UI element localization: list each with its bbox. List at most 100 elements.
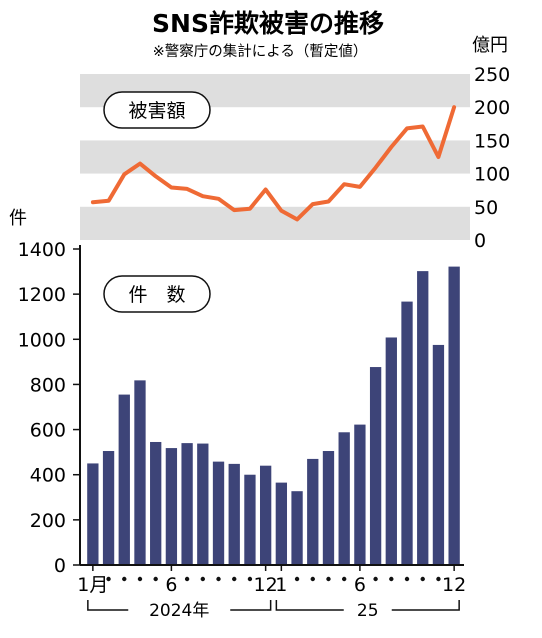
- x-month-dot: [389, 576, 394, 582]
- year-bracket-left: [87, 600, 129, 611]
- count-bar: [354, 424, 366, 565]
- chart-title: SNS詐欺被害の推移: [152, 9, 384, 38]
- x-month-dot: [153, 576, 158, 582]
- x-axis-dots: [106, 576, 441, 582]
- grid-band: [80, 206, 470, 240]
- grid-band: [80, 140, 470, 174]
- damage-point: [139, 163, 141, 165]
- damage-point: [233, 209, 235, 211]
- count-y-tick-label: 800: [30, 374, 66, 396]
- count-y-tick-label: 200: [30, 510, 66, 532]
- x-month-dot: [341, 576, 347, 582]
- count-bar: [385, 337, 397, 565]
- count-series-label: 件 数: [103, 275, 211, 313]
- chart-subtitle: ※警察庁の集計による（暫定値）: [153, 42, 368, 60]
- damage-point: [186, 188, 188, 190]
- x-month-dot: [200, 576, 206, 582]
- damage-point: [217, 198, 220, 200]
- damage-point: [375, 167, 377, 169]
- x-month-dot: [373, 576, 378, 582]
- count-bar: [369, 367, 382, 565]
- count-y-tick-label: 1000: [18, 329, 66, 351]
- damage-point: [170, 186, 172, 189]
- x-month-dot: [436, 576, 441, 582]
- count-bar: [448, 266, 460, 565]
- damage-point: [359, 186, 361, 188]
- count-y-tick-label: 0: [54, 555, 66, 577]
- count-bar: [338, 432, 350, 565]
- count-bar: [102, 451, 115, 565]
- year-bracket-right: [391, 600, 460, 611]
- count-bar: [181, 443, 193, 565]
- count-bar: [165, 448, 178, 565]
- damage-point: [155, 175, 157, 177]
- x-month-dot: [216, 576, 221, 582]
- damage-point: [202, 195, 204, 197]
- count-bar: [134, 380, 146, 565]
- damage-point: [249, 208, 251, 210]
- count-y-tick-label: 1200: [18, 284, 66, 306]
- x-month-dot: [404, 576, 410, 582]
- damage-point: [296, 218, 298, 221]
- x-tick-label: 1: [275, 574, 287, 596]
- damage-y-axis: 250 200 150 100 50 0: [474, 64, 510, 252]
- count-bar: [244, 474, 256, 565]
- damage-point: [327, 200, 330, 203]
- x-month-dot: [232, 576, 237, 582]
- x-month-dot: [122, 576, 127, 582]
- x-month-dot: [137, 576, 143, 582]
- x-tick-label: 6: [354, 574, 366, 596]
- x-month-dot: [310, 576, 315, 582]
- damage-series-label: 被害額: [103, 91, 211, 129]
- damage-y-tick-label: 250: [474, 64, 510, 86]
- damage-point: [406, 127, 408, 130]
- year-bracket-left: [275, 600, 344, 611]
- count-bar: [401, 301, 413, 565]
- x-tick-label: 1月: [77, 574, 108, 596]
- count-y-tick-label: 600: [30, 420, 66, 442]
- count-bar: [228, 463, 240, 565]
- count-bar: [417, 271, 429, 565]
- damage-y-tick-label: 50: [474, 197, 498, 219]
- damage-label-text: 被害額: [128, 100, 185, 122]
- damage-point: [92, 201, 94, 203]
- x-month-dot: [106, 576, 111, 582]
- x-tick-label: 12: [254, 574, 278, 596]
- damage-unit-label: 億円: [472, 35, 508, 56]
- count-y-tick-label: 400: [30, 465, 66, 487]
- damage-y-tick-label: 200: [474, 97, 510, 119]
- x-month-dot: [326, 576, 331, 582]
- damage-point: [343, 183, 345, 185]
- year-bracket-right: [230, 600, 272, 611]
- count-bar: [307, 458, 319, 565]
- count-panel: 件 1400 1200 1000 800 600 400 200 0 件 数: [9, 208, 464, 577]
- damage-line-series: [90, 105, 457, 222]
- count-bar: [432, 344, 445, 565]
- x-month-dot: [294, 576, 300, 582]
- damage-point: [437, 156, 440, 158]
- count-label-text: 件 数: [128, 284, 185, 306]
- x-month-dot: [184, 576, 190, 582]
- count-bar: [291, 491, 303, 565]
- year-brackets: 2024年 25: [87, 600, 460, 621]
- x-tick-label: 12: [442, 574, 466, 596]
- count-bar: [322, 451, 335, 565]
- x-tick-label: 6: [165, 574, 177, 596]
- count-bar: [197, 443, 209, 565]
- count-unit-label: 件: [9, 208, 27, 229]
- damage-point: [390, 146, 392, 148]
- count-bar: [259, 465, 272, 565]
- year-label: 2024年: [149, 601, 209, 621]
- damage-point: [107, 200, 110, 202]
- count-y-axis: 1400 1200 1000 800 600 400 200 0: [18, 239, 80, 577]
- count-bar: [87, 463, 99, 565]
- damage-y-tick-label: 0: [474, 230, 486, 252]
- damage-point: [422, 125, 424, 128]
- damage-point: [265, 188, 267, 191]
- damage-panel: 250 200 150 100 50 0 億円 被害額: [80, 35, 510, 252]
- count-y-tick-label: 1400: [18, 239, 66, 261]
- damage-y-tick-label: 100: [474, 164, 510, 186]
- damage-points: [92, 106, 455, 221]
- grid-bands: [80, 74, 470, 240]
